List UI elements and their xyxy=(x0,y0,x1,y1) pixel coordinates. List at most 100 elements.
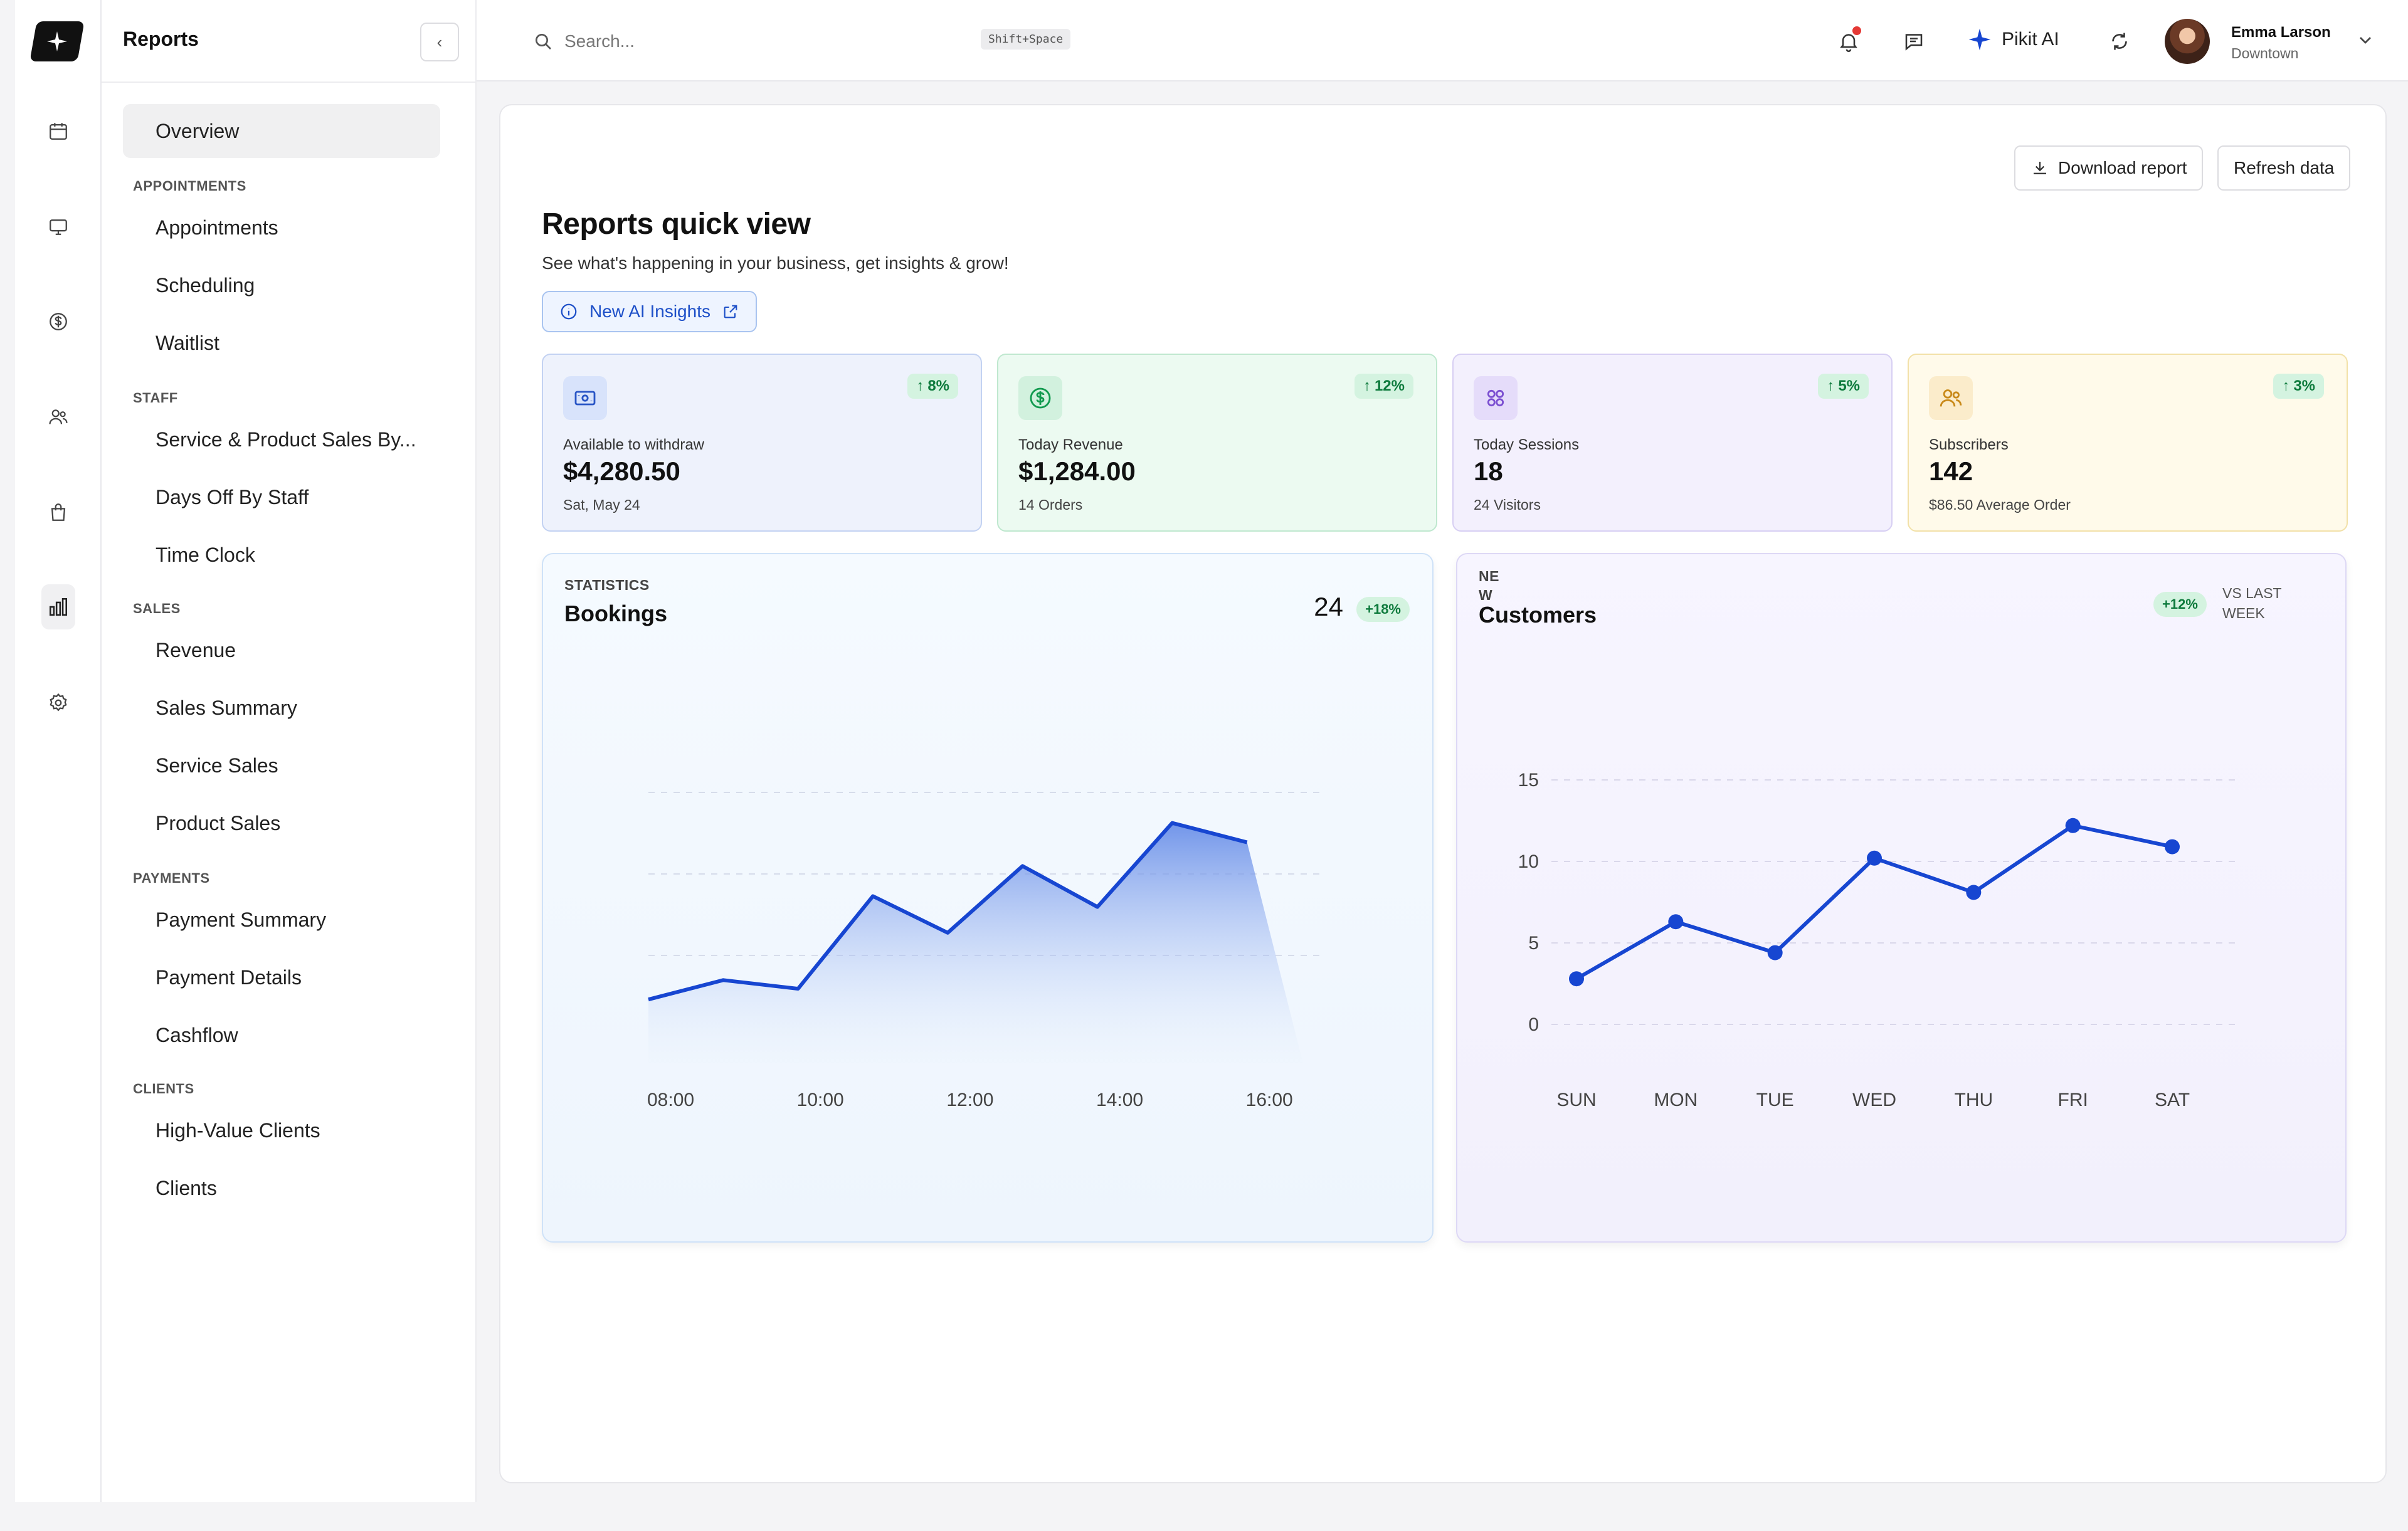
refresh-data-label: Refresh data xyxy=(2234,158,2335,177)
calendar-icon[interactable] xyxy=(41,114,75,148)
nav-item-revenue[interactable]: Revenue xyxy=(156,638,236,661)
bell-icon[interactable] xyxy=(1835,26,1862,55)
main-content: Download report Refresh data Reports qui… xyxy=(499,104,2387,1483)
nav-item-appointments[interactable]: Appointments xyxy=(156,216,278,239)
stat-value: 18 xyxy=(1474,456,1503,486)
bookings-kicker: STATISTICS xyxy=(564,577,650,593)
stat-card-subscribers: ↑ 3% Subscribers 142 $86.50 Average Order xyxy=(1908,354,2348,532)
nav-item-scheduling[interactable]: Scheduling xyxy=(156,273,255,297)
data-point xyxy=(1668,914,1684,930)
nav-item-waitlist[interactable]: Waitlist xyxy=(156,331,219,354)
nav-item-payment-summary[interactable]: Payment Summary xyxy=(156,908,327,931)
icon-rail xyxy=(15,0,102,1502)
nav-item-time-clock[interactable]: Time Clock xyxy=(156,543,255,566)
y-tick-label: 10 xyxy=(1518,851,1539,872)
bookings-total: 24 xyxy=(1314,592,1343,621)
x-tick-label: 08:00 xyxy=(647,1090,694,1110)
sparkle-icon xyxy=(1968,28,1991,51)
x-tick-label: 14:00 xyxy=(1096,1090,1143,1110)
pikit-ai-label: Pikit AI xyxy=(2002,29,2059,50)
avatar[interactable] xyxy=(2165,19,2210,64)
stat-value: $1,284.00 xyxy=(1018,456,1136,486)
shopping-bag-icon[interactable] xyxy=(41,495,75,529)
search-input[interactable]: Search... xyxy=(564,31,635,51)
refresh-data-button[interactable]: Refresh data xyxy=(2217,145,2351,191)
bookings-area xyxy=(648,823,1303,1063)
customers-card: NE W Customers +12% VS LAST WEEK 0 5 10 15 S… xyxy=(1456,553,2347,1243)
stat-label: Subscribers xyxy=(1929,436,2009,453)
chat-icon[interactable] xyxy=(1900,28,1928,55)
bar-chart-icon[interactable] xyxy=(41,584,75,629)
page-title: Reports quick view xyxy=(542,208,811,241)
nav-item-service-product-sales[interactable]: Service & Product Sales By... xyxy=(156,428,416,451)
data-point xyxy=(2165,839,2180,855)
download-report-label: Download report xyxy=(2058,158,2187,177)
stat-sub: $86.50 Average Order xyxy=(1929,497,2071,513)
monitor-icon[interactable] xyxy=(41,209,75,243)
arrow-up-icon: ↑ xyxy=(2282,377,2290,394)
y-tick-label: 5 xyxy=(1528,933,1539,954)
nav-item-service-sales[interactable]: Service Sales xyxy=(156,754,278,777)
customers-kicker: NE W xyxy=(1479,568,1499,603)
stat-change-badge: ↑ 5% xyxy=(1818,374,1869,399)
pikit-ai-button[interactable]: Pikit AI xyxy=(1968,28,2059,51)
nav-item-payment-details[interactable]: Payment Details xyxy=(156,965,302,989)
chevron-down-icon[interactable] xyxy=(2355,30,2375,53)
user-location: Downtown xyxy=(2231,45,2299,61)
stat-card-revenue: ↑ 12% Today Revenue $1,284.00 14 Orders xyxy=(997,354,1437,532)
x-tick-label: 16:00 xyxy=(1246,1090,1293,1110)
x-tick-label: SAT xyxy=(2155,1090,2190,1110)
refresh-icon[interactable] xyxy=(2106,28,2133,55)
nav-item-product-sales[interactable]: Product Sales xyxy=(156,811,281,834)
stat-sub: 24 Visitors xyxy=(1474,497,1541,513)
nav-item-overview[interactable]: Overview xyxy=(123,104,440,158)
chevron-left-icon: ‹ xyxy=(436,32,443,51)
x-tick-label: FRI xyxy=(2058,1090,2088,1110)
nav-section-clients: CLIENTS xyxy=(133,1081,194,1097)
data-point xyxy=(1569,971,1584,987)
app-logo[interactable] xyxy=(29,21,85,61)
nav-item-days-off[interactable]: Days Off By Staff xyxy=(156,485,309,508)
users-icon xyxy=(1929,376,1973,420)
gear-icon[interactable] xyxy=(41,686,75,720)
stat-label: Available to withdraw xyxy=(563,436,705,453)
dollar-icon[interactable] xyxy=(41,305,75,339)
data-point xyxy=(1867,850,1882,866)
ai-insights-button[interactable]: New AI Insights xyxy=(542,291,757,332)
customers-title: Customers xyxy=(1479,602,1597,628)
x-tick-label: MON xyxy=(1654,1090,1698,1110)
nav-item-high-value-clients[interactable]: High-Value Clients xyxy=(156,1118,320,1142)
download-icon xyxy=(2034,162,2046,174)
x-tick-label: 12:00 xyxy=(946,1090,993,1110)
bookings-change-badge: +18% xyxy=(1356,597,1410,622)
nav-divider xyxy=(102,82,477,83)
nav-section-sales: SALES xyxy=(133,601,181,616)
stat-value: $4,280.50 xyxy=(563,456,680,486)
nav-section-payments: PAYMENTS xyxy=(133,870,210,886)
stat-label: Today Revenue xyxy=(1018,436,1123,453)
collapse-sidebar-button[interactable]: ‹ xyxy=(420,23,459,61)
x-tick-label: SUN xyxy=(1556,1090,1596,1110)
top-bar: Search... Shift+Space Pikit AI Emma Lars… xyxy=(477,0,2408,82)
nav-item-clients[interactable]: Clients xyxy=(156,1176,217,1199)
nav-item-sales-summary[interactable]: Sales Summary xyxy=(156,696,297,719)
download-report-button[interactable]: Download report xyxy=(2014,145,2204,191)
nav-item-cashflow[interactable]: Cashflow xyxy=(156,1023,238,1046)
stat-card-sessions: ↑ 5% Today Sessions 18 24 Visitors xyxy=(1452,354,1893,532)
search-icon xyxy=(533,31,553,55)
stat-sub: Sat, May 24 xyxy=(563,497,640,513)
data-point xyxy=(1767,945,1783,960)
arrow-up-icon: ↑ xyxy=(1827,377,1835,394)
x-tick-label: 10:00 xyxy=(797,1090,844,1110)
customers-line xyxy=(1575,823,2173,981)
external-link-icon xyxy=(724,305,737,318)
stat-change-badge: ↑ 8% xyxy=(907,374,958,399)
arrow-up-icon: ↑ xyxy=(1363,377,1371,394)
y-tick-label: 0 xyxy=(1528,1014,1539,1035)
stat-change-badge: ↑ 12% xyxy=(1354,374,1413,399)
data-point xyxy=(2065,818,2081,833)
banknote-icon xyxy=(563,376,607,420)
user-name: Emma Larson xyxy=(2231,24,2331,41)
notification-dot xyxy=(1852,26,1861,35)
users-icon[interactable] xyxy=(41,400,75,434)
